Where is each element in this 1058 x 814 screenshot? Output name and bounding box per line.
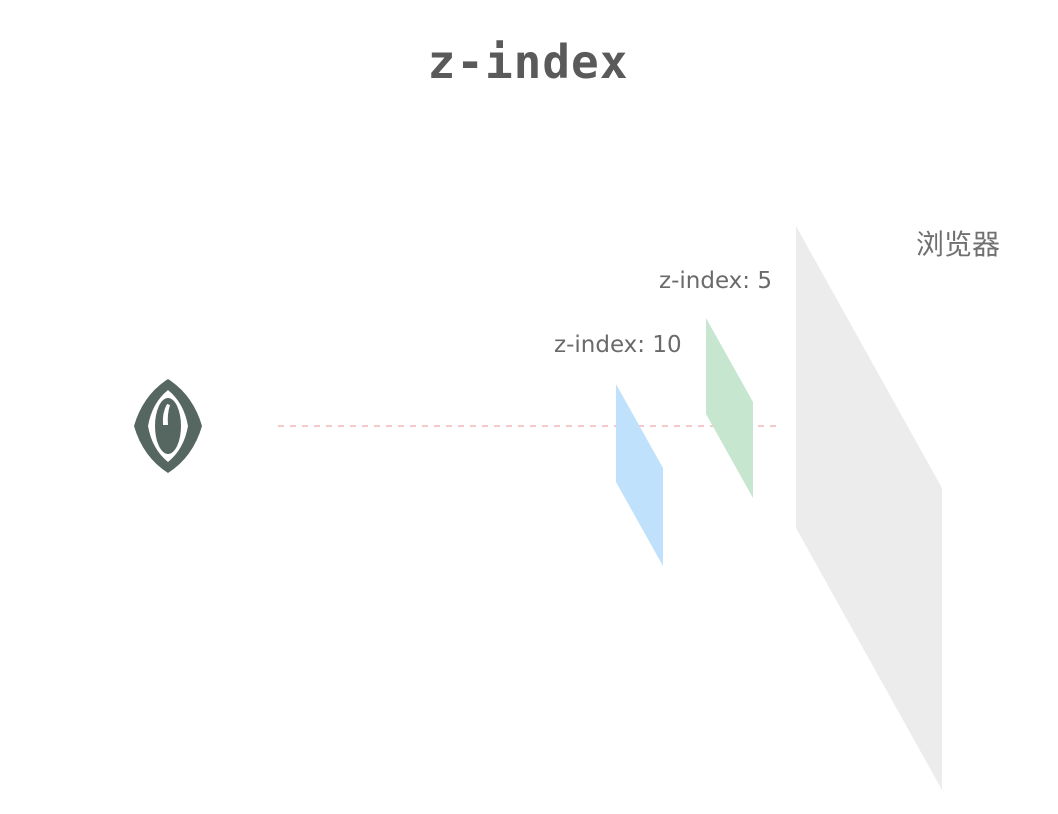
- eye-outline: [134, 379, 202, 473]
- diagram-title: z-index: [428, 35, 629, 89]
- eye-pupil: [155, 398, 181, 454]
- layer-z-index-5: [706, 318, 753, 498]
- layer-z-index-5-label: z-index: 5: [659, 268, 772, 294]
- browser-plane: [796, 226, 942, 790]
- layer-z-index-10: [616, 384, 663, 566]
- browser-label: 浏览器: [916, 228, 1000, 261]
- eye-highlight: [162, 404, 170, 425]
- eye-icon: [134, 379, 202, 473]
- layer-z-index-10-label: z-index: 10: [554, 332, 682, 358]
